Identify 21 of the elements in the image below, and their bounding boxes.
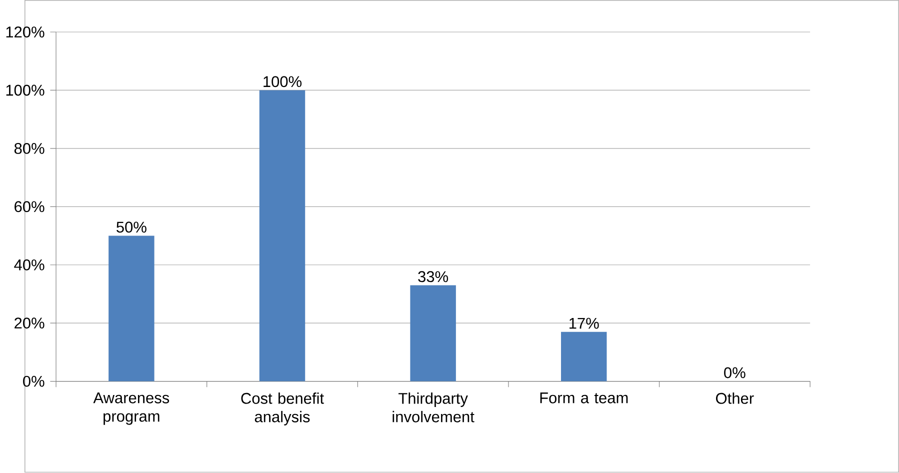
y-tick-label: 120% <box>6 26 44 38</box>
x-tick-label: Form a team <box>540 392 628 404</box>
x-tick-label: Thirdparty involvement <box>392 392 474 422</box>
data-label: 17% <box>570 318 599 329</box>
y-tick-label: 20% <box>14 318 44 329</box>
bar <box>259 90 306 382</box>
y-tick-label: 40% <box>14 260 44 271</box>
x-tick-label: Other <box>716 392 754 404</box>
x-tick-label: Awareness program <box>93 392 170 425</box>
y-tick-label: 100% <box>6 84 44 96</box>
y-tick-label: 0% <box>23 376 44 387</box>
y-tick-label: 60% <box>14 201 44 212</box>
bar <box>108 236 154 382</box>
bar <box>561 332 607 382</box>
data-label: 0% <box>724 367 746 378</box>
data-label: 100% <box>264 76 302 88</box>
y-tick-label: 80% <box>14 143 44 154</box>
data-label: 50% <box>116 222 146 233</box>
bar <box>410 285 456 382</box>
x-tick-label: Cost benefit analysis <box>241 392 324 426</box>
data-label: 33% <box>418 271 448 282</box>
